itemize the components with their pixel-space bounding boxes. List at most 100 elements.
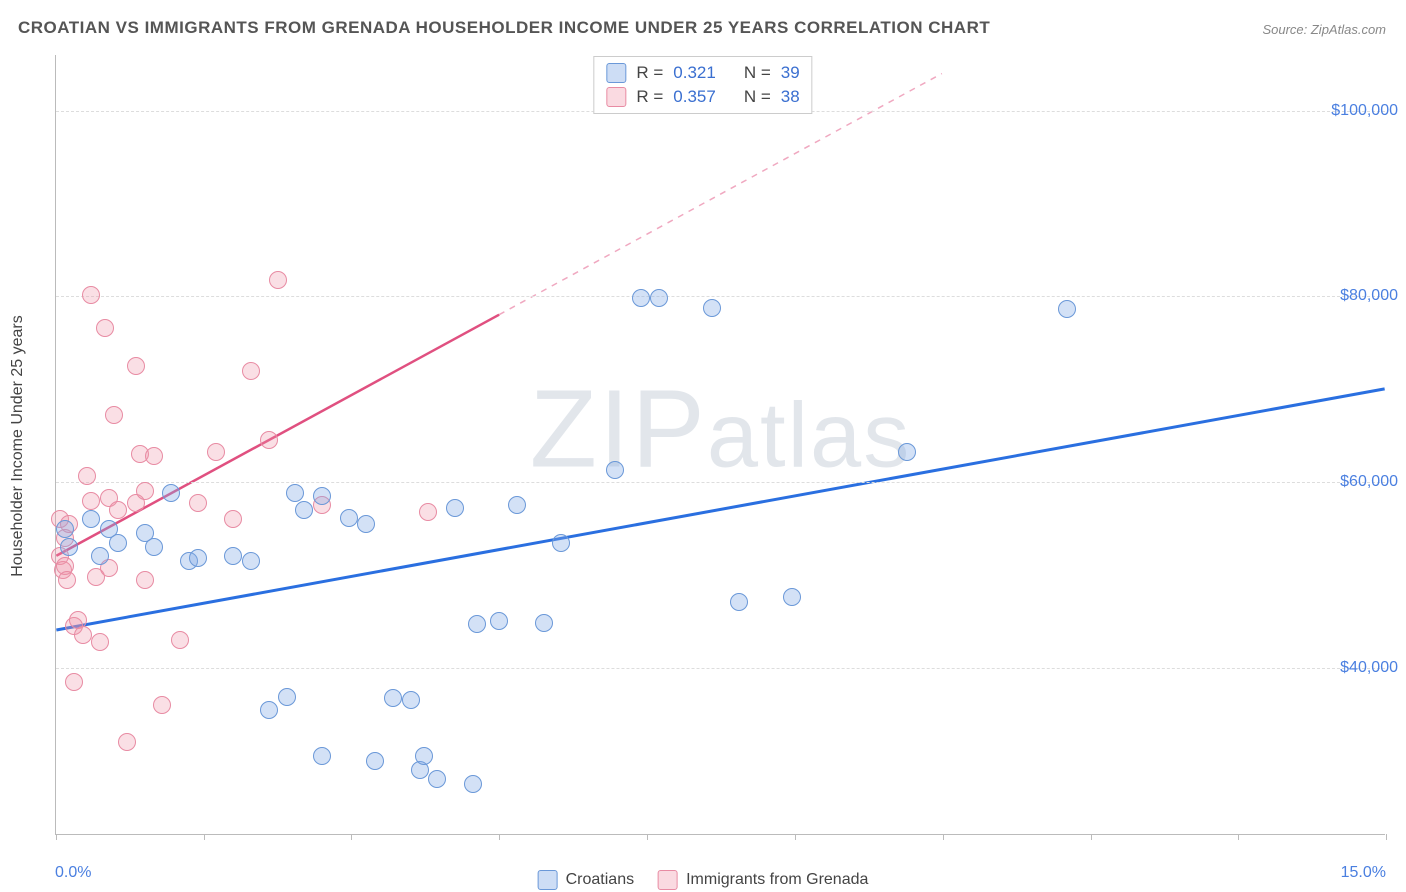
data-point-blue (313, 487, 331, 505)
data-point-blue (490, 612, 508, 630)
data-point-pink (207, 443, 225, 461)
r-value-pink: 0.357 (673, 87, 716, 107)
x-tick (351, 834, 352, 840)
data-point-blue (366, 752, 384, 770)
data-point-blue (242, 552, 260, 570)
bottom-legend: Croatians Immigrants from Grenada (538, 870, 869, 890)
data-point-blue (402, 691, 420, 709)
data-point-pink (82, 286, 100, 304)
x-tick (204, 834, 205, 840)
data-point-pink (136, 482, 154, 500)
r-value-blue: 0.321 (673, 63, 716, 83)
data-point-pink (96, 319, 114, 337)
data-point-pink (269, 271, 287, 289)
data-point-pink (82, 492, 100, 510)
trend-lines (56, 55, 1385, 834)
data-point-blue (508, 496, 526, 514)
data-point-blue (56, 520, 74, 538)
data-point-blue (650, 289, 668, 307)
data-point-blue (1058, 300, 1076, 318)
data-point-blue (109, 534, 127, 552)
x-axis-max: 15.0% (1341, 864, 1386, 882)
x-tick (943, 834, 944, 840)
x-tick (499, 834, 500, 840)
data-point-blue (145, 538, 163, 556)
data-point-blue (384, 689, 402, 707)
data-point-blue (162, 484, 180, 502)
legend-item-blue: Croatians (538, 870, 634, 890)
stats-row-pink: R = 0.357 N = 38 (606, 85, 799, 109)
stats-row-blue: R = 0.321 N = 39 (606, 61, 799, 85)
gridline (56, 482, 1385, 483)
correlation-chart: CROATIAN VS IMMIGRANTS FROM GRENADA HOUS… (0, 0, 1406, 892)
data-point-blue (632, 289, 650, 307)
data-point-blue (340, 509, 358, 527)
data-point-blue (730, 593, 748, 611)
n-value-pink: 38 (781, 87, 800, 107)
data-point-pink (109, 501, 127, 519)
n-value-blue: 39 (781, 63, 800, 83)
x-axis-min: 0.0% (55, 864, 91, 882)
data-point-blue (446, 499, 464, 517)
r-label: R = (636, 87, 663, 107)
data-point-pink (65, 673, 83, 691)
x-tick (1091, 834, 1092, 840)
data-point-pink (224, 510, 242, 528)
n-label: N = (744, 63, 771, 83)
data-point-blue (286, 484, 304, 502)
swatch-pink (606, 87, 626, 107)
data-point-pink (78, 467, 96, 485)
source-label: Source: ZipAtlas.com (1262, 22, 1386, 37)
data-point-pink (91, 633, 109, 651)
swatch-blue (538, 870, 558, 890)
x-tick (647, 834, 648, 840)
data-point-blue (606, 461, 624, 479)
data-point-blue (313, 747, 331, 765)
y-tick-label: $100,000 (1331, 102, 1398, 120)
data-point-pink (171, 631, 189, 649)
data-point-pink (118, 733, 136, 751)
x-tick (56, 834, 57, 840)
swatch-pink (658, 870, 678, 890)
data-point-pink (260, 431, 278, 449)
data-point-blue (468, 615, 486, 633)
plot-area: ZIPatlas (55, 55, 1385, 835)
y-axis-label: Householder Income Under 25 years (9, 315, 27, 576)
n-label: N = (744, 87, 771, 107)
data-point-blue (60, 538, 78, 556)
data-point-pink (242, 362, 260, 380)
data-point-pink (74, 626, 92, 644)
data-point-blue (415, 747, 433, 765)
data-point-blue (357, 515, 375, 533)
data-point-pink (419, 503, 437, 521)
data-point-pink (145, 447, 163, 465)
legend-item-pink: Immigrants from Grenada (658, 870, 868, 890)
data-point-blue (703, 299, 721, 317)
chart-title: CROATIAN VS IMMIGRANTS FROM GRENADA HOUS… (18, 18, 990, 38)
data-point-blue (428, 770, 446, 788)
swatch-blue (606, 63, 626, 83)
stats-legend: R = 0.321 N = 39 R = 0.357 N = 38 (593, 56, 812, 114)
data-point-pink (58, 571, 76, 589)
data-point-blue (783, 588, 801, 606)
x-tick (1238, 834, 1239, 840)
data-point-blue (295, 501, 313, 519)
gridline (56, 668, 1385, 669)
data-point-pink (136, 571, 154, 589)
data-point-blue (278, 688, 296, 706)
data-point-blue (535, 614, 553, 632)
data-point-blue (91, 547, 109, 565)
watermark-text: ZIPatlas (530, 365, 911, 492)
data-point-pink (127, 357, 145, 375)
data-point-blue (898, 443, 916, 461)
data-point-pink (189, 494, 207, 512)
r-label: R = (636, 63, 663, 83)
y-tick-label: $40,000 (1340, 659, 1398, 677)
data-point-blue (464, 775, 482, 793)
data-point-blue (552, 534, 570, 552)
x-tick (1386, 834, 1387, 840)
data-point-blue (260, 701, 278, 719)
legend-label-blue: Croatians (566, 871, 634, 889)
y-tick-label: $80,000 (1340, 287, 1398, 305)
y-tick-label: $60,000 (1340, 473, 1398, 491)
